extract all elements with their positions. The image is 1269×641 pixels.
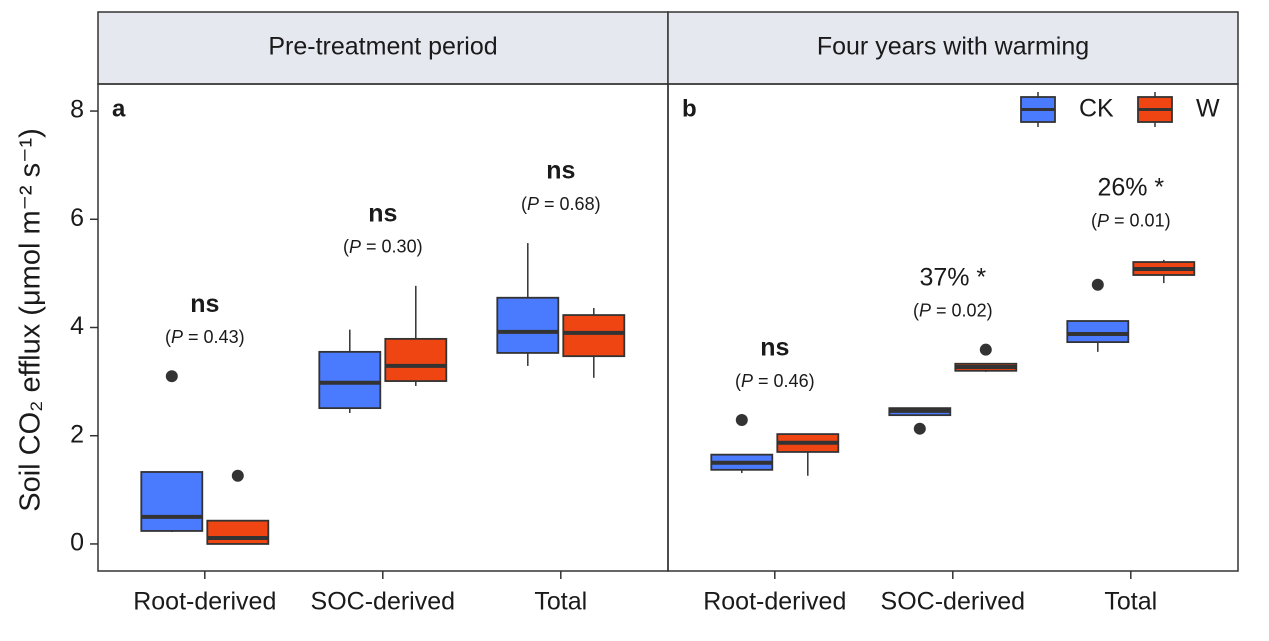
significance-label: 37% * (919, 263, 986, 291)
outlier (1091, 278, 1104, 291)
strip (97, 11, 669, 85)
outlier (165, 370, 178, 383)
p-value-label: (P = 0.43) (165, 327, 245, 347)
y-tick-label: 2 (70, 420, 84, 448)
box (140, 471, 204, 532)
p-value-label: (P = 0.30) (343, 237, 423, 257)
x-tick-label: Root-derived (133, 588, 276, 616)
legend-label: CK (1079, 95, 1114, 123)
y-tick-label: 0 (70, 529, 84, 557)
box (496, 296, 560, 354)
y-tick-label: 4 (70, 312, 84, 340)
strip (667, 11, 1239, 85)
box (562, 314, 626, 358)
box (1066, 320, 1130, 344)
significance-label: ns (190, 290, 219, 318)
box (206, 519, 270, 545)
significance-label: ns (368, 199, 397, 227)
p-value-label: (P = 0.46) (735, 371, 815, 391)
p-value-label: (P = 0.01) (1091, 211, 1171, 231)
x-tick-label: SOC-derived (881, 588, 1026, 616)
outlier (735, 414, 748, 427)
significance-label: ns (760, 334, 789, 362)
panel-label: a (112, 95, 126, 122)
outlier (913, 422, 926, 435)
p-value-label: (P = 0.68) (521, 194, 601, 214)
y-tick-label: 8 (70, 96, 84, 124)
x-tick-label: Total (534, 588, 587, 616)
strip-title: Four years with warming (817, 33, 1089, 61)
box (318, 350, 382, 410)
box (384, 337, 448, 382)
x-tick-label: Total (1104, 588, 1157, 616)
y-axis-title: Soil CO₂ efflux (μmol m⁻² s⁻¹) (15, 128, 47, 512)
outlier (231, 469, 244, 482)
p-value-label: (P = 0.02) (913, 300, 993, 320)
x-tick-label: Root-derived (703, 588, 846, 616)
x-tick-label: SOC-derived (311, 588, 456, 616)
significance-label: ns (546, 157, 575, 185)
strip-title: Pre-treatment period (268, 33, 497, 61)
outlier (979, 343, 992, 356)
panel-label: b (682, 95, 697, 122)
panel (667, 83, 1239, 572)
significance-label: 26% * (1097, 173, 1164, 201)
y-tick-label: 6 (70, 204, 84, 232)
legend-label: W (1196, 95, 1220, 123)
